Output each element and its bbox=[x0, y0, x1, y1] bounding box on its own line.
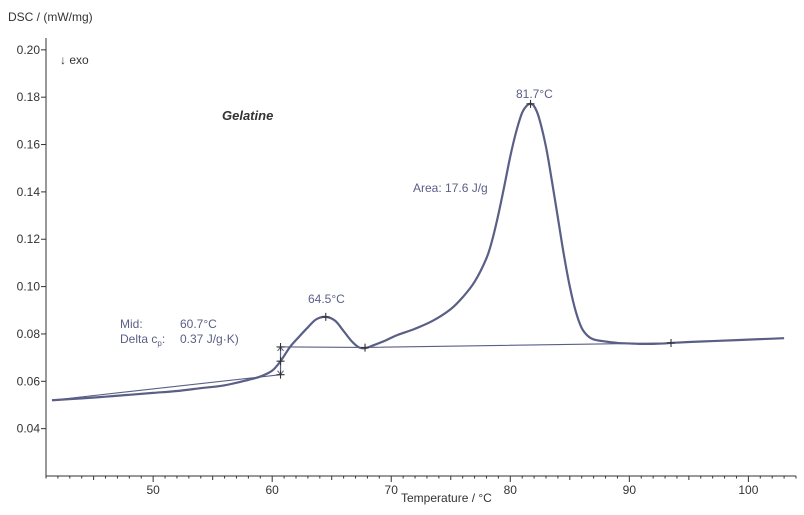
y-tick-label: 0.04 bbox=[17, 422, 41, 436]
curve-markers bbox=[276, 99, 675, 379]
step-extrapolation-line bbox=[51, 374, 281, 401]
chart-title: Gelatine bbox=[222, 108, 273, 123]
y-tick-label: 0.12 bbox=[17, 232, 41, 246]
baselines bbox=[51, 342, 672, 401]
x-axis-title: Temperature / °C bbox=[401, 491, 492, 505]
mid-value: 60.7°C bbox=[180, 317, 217, 331]
x-tick-label: 50 bbox=[146, 483, 160, 497]
delta-cp-label: Delta cp: bbox=[120, 332, 165, 348]
y-tick-label: 0.06 bbox=[17, 374, 41, 388]
y-tick-label: 0.16 bbox=[17, 138, 41, 152]
point-marker bbox=[526, 99, 535, 108]
x-tick-label: 70 bbox=[385, 483, 399, 497]
delta-cp-sub: p bbox=[157, 339, 162, 348]
mid-label: Mid: bbox=[120, 317, 143, 331]
point-marker bbox=[321, 312, 330, 321]
x-tick-label: 90 bbox=[623, 483, 637, 497]
point-marker bbox=[276, 342, 285, 351]
peak-baseline bbox=[280, 342, 672, 348]
y-tick-label: 0.20 bbox=[17, 43, 41, 57]
y-tick-label: 0.14 bbox=[17, 185, 41, 199]
y-axis-title: DSC / (mW/mg) bbox=[8, 10, 93, 24]
x-tick-label: 80 bbox=[504, 483, 518, 497]
exo-direction-label: ↓ exo bbox=[60, 53, 89, 67]
x-tick-label: 100 bbox=[738, 483, 758, 497]
point-marker bbox=[361, 343, 370, 352]
dsc-curve bbox=[51, 102, 785, 402]
point-marker bbox=[667, 338, 675, 347]
point-marker bbox=[276, 370, 285, 379]
y-tick-label: 0.18 bbox=[17, 90, 41, 104]
delta-cp-value: 0.37 J/g·K) bbox=[180, 332, 239, 346]
x-axis-ticks: 50 60 70 80 90 100 bbox=[45, 476, 797, 497]
area-label: Area: 17.6 J/g bbox=[413, 181, 488, 195]
y-axis-ticks: 0.04 0.06 0.08 0.10 0.12 0.14 0.16 0.18 0.20 bbox=[17, 43, 46, 436]
peak1-label: 64.5°C bbox=[308, 292, 345, 306]
delta-cp-colon: : bbox=[162, 332, 165, 346]
y-tick-label: 0.08 bbox=[17, 327, 41, 341]
delta-cp-main: Delta c bbox=[120, 332, 157, 346]
x-tick-label: 60 bbox=[266, 483, 280, 497]
point-marker bbox=[276, 357, 285, 366]
peak2-label: 81.7°C bbox=[516, 87, 553, 101]
y-tick-label: 0.10 bbox=[17, 280, 41, 294]
